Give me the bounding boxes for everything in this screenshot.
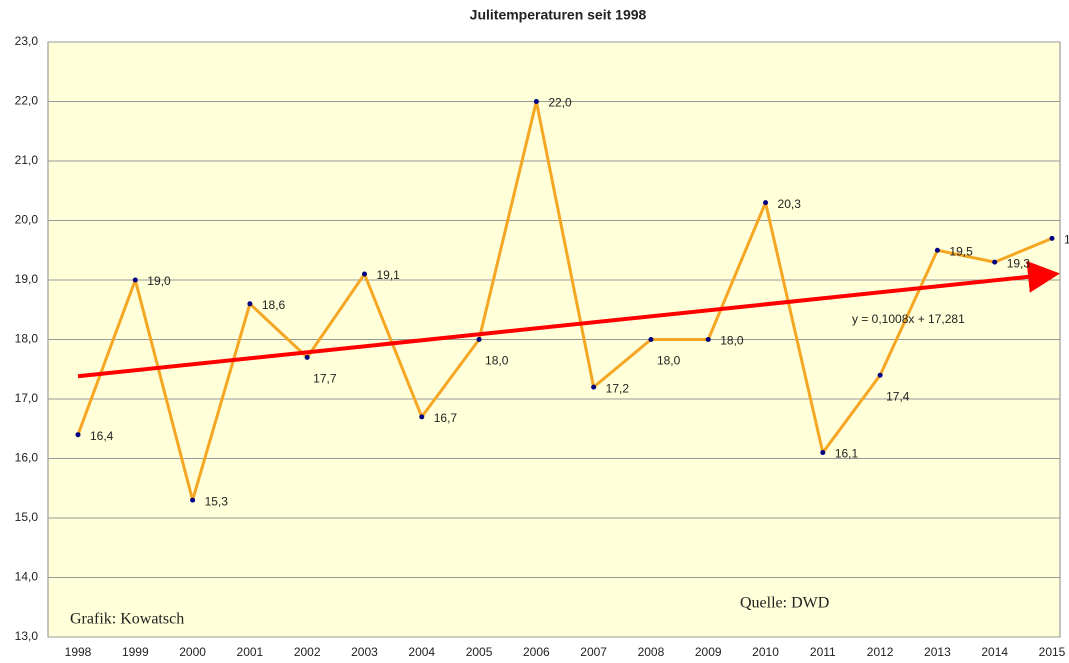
- data-label: 20,3: [778, 197, 802, 211]
- annotation: Grafik: Kowatsch: [70, 611, 184, 628]
- y-tick-label: 14,0: [15, 570, 39, 584]
- x-tick-label: 2003: [351, 645, 378, 659]
- x-tick-label: 1999: [122, 645, 149, 659]
- data-label: 19,1: [376, 268, 400, 282]
- data-label: 17,2: [606, 381, 630, 395]
- y-tick-label: 16,0: [15, 451, 39, 465]
- data-point: [304, 354, 310, 360]
- y-tick-label: 23,0: [15, 34, 39, 48]
- data-label: 16,1: [835, 447, 859, 461]
- data-line: [76, 100, 1053, 502]
- x-tick-label: 2012: [867, 645, 894, 659]
- data-point: [763, 200, 769, 206]
- x-tick-label: 2011: [810, 645, 836, 659]
- data-point: [877, 372, 883, 378]
- y-tick-label: 20,0: [15, 213, 39, 227]
- data-label: 22,0: [548, 96, 572, 110]
- data-label: 19,0: [147, 274, 171, 288]
- y-tick-label: 19,0: [15, 272, 39, 286]
- data-point: [648, 337, 654, 342]
- x-tick-label: 2010: [752, 645, 779, 659]
- data-point: [247, 301, 253, 307]
- data-label: 19,5: [949, 244, 973, 258]
- data-label: 18,0: [657, 354, 681, 368]
- x-tick-label: 2015: [1039, 645, 1066, 659]
- data-label: 19,3: [1007, 256, 1031, 270]
- data-point: [820, 450, 826, 456]
- data-point: [705, 337, 711, 342]
- y-tick-label: 22,0: [15, 94, 39, 108]
- x-tick-label: 2008: [638, 645, 665, 659]
- data-label: 18,0: [720, 334, 744, 348]
- data-point: [361, 271, 367, 277]
- x-tick-label: 2006: [523, 645, 550, 659]
- data-label: 19,7: [1064, 233, 1069, 247]
- data-label: 18,0: [485, 354, 509, 368]
- trend-label: y = 0,1008x + 17,281: [852, 312, 965, 326]
- data-point: [419, 414, 425, 420]
- x-tick-label: 2000: [179, 645, 206, 659]
- data-point: [132, 277, 138, 283]
- data-point: [476, 337, 482, 342]
- data-label: 16,7: [434, 411, 458, 425]
- data-point: [934, 247, 940, 253]
- x-tick-label: 2009: [695, 645, 722, 659]
- data-label: 15,3: [205, 494, 229, 508]
- data-point: [75, 432, 81, 438]
- x-tick-label: 2007: [580, 645, 607, 659]
- x-tick-label: 2004: [408, 645, 435, 659]
- data-point: [992, 259, 998, 265]
- y-tick-label: 21,0: [15, 153, 39, 167]
- y-tick-label: 13,0: [15, 629, 39, 643]
- data-point: [533, 99, 539, 104]
- data-point: [1049, 235, 1055, 241]
- x-tick-label: 2013: [924, 645, 951, 659]
- data-label: 18,6: [262, 298, 286, 312]
- data-label: 17,7: [313, 372, 337, 386]
- x-tick-label: 2005: [466, 645, 493, 659]
- data-label: 17,4: [886, 389, 910, 403]
- annotation: Quelle: DWD: [740, 595, 829, 612]
- y-tick-label: 15,0: [15, 510, 39, 524]
- y-tick-label: 17,0: [15, 391, 39, 405]
- y-tick-label: 18,0: [15, 332, 39, 346]
- data-point: [591, 384, 597, 390]
- data-label: 16,4: [90, 429, 114, 443]
- x-tick-label: 2002: [294, 645, 321, 659]
- x-tick-label: 2014: [981, 645, 1008, 659]
- chart-title: Julitemperaturen seit 1998: [470, 7, 647, 23]
- x-tick-label: 2001: [237, 645, 264, 659]
- x-tick-label: 1998: [65, 645, 92, 659]
- trend-line: [77, 260, 1060, 379]
- data-point: [190, 497, 196, 503]
